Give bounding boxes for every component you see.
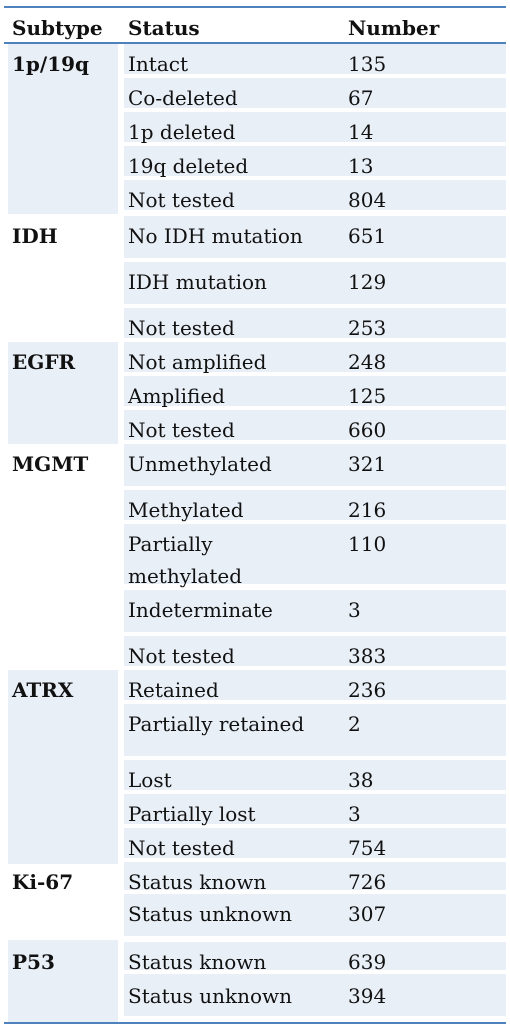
number-cell: 307: [348, 902, 387, 926]
group-name: EGFR: [12, 350, 76, 374]
status-cell: Partially lost: [128, 802, 256, 826]
row-band: [124, 146, 506, 176]
group-name: P53: [12, 950, 55, 974]
status-cell: Partially: [128, 532, 213, 556]
status-cell: Partially retained: [128, 712, 305, 736]
row-band: [124, 636, 506, 666]
status-cell: Lost: [128, 768, 172, 792]
number-cell: 135: [348, 52, 387, 76]
number-cell: 110: [348, 532, 387, 556]
number-cell: 394: [348, 984, 387, 1008]
table-bottom-rule: [4, 1022, 506, 1024]
row-band: [124, 490, 506, 520]
header-number: Number: [348, 16, 440, 40]
row-band: [124, 44, 506, 74]
number-cell: 321: [348, 452, 387, 476]
number-cell: 125: [348, 384, 387, 408]
row-band: [124, 760, 506, 790]
status-cell: Status unknown: [128, 902, 293, 926]
number-cell: 67: [348, 86, 374, 110]
row-band: [124, 862, 506, 890]
status-cell: Not tested: [128, 418, 235, 442]
status-cell: 19q deleted: [128, 154, 249, 178]
row-band: [124, 670, 506, 700]
header-subtype: Subtype: [12, 16, 103, 40]
header-top-rule: [4, 6, 506, 8]
row-band: [124, 704, 506, 756]
row-band: [124, 308, 506, 338]
group-name: IDH: [12, 224, 58, 248]
row-band: [124, 942, 506, 970]
number-cell: 248: [348, 350, 387, 374]
status-cell: Not tested: [128, 316, 235, 340]
number-cell: 13: [348, 154, 374, 178]
number-cell: 660: [348, 418, 387, 442]
number-cell: 651: [348, 224, 387, 248]
status-cell: Status known: [128, 950, 267, 974]
group-name: 1p/19q: [12, 52, 90, 76]
row-band: [124, 78, 506, 108]
row-band: [124, 590, 506, 632]
status-cell: Amplified: [128, 384, 225, 408]
number-cell: 216: [348, 498, 387, 522]
status-cell: Indeterminate: [128, 598, 273, 622]
number-cell: 639: [348, 950, 387, 974]
group-band: [8, 342, 118, 444]
number-cell: 3: [348, 802, 361, 826]
row-band: [124, 444, 506, 486]
number-cell: 129: [348, 270, 387, 294]
row-band: [124, 112, 506, 142]
status-cell: Not tested: [128, 836, 235, 860]
status-cell-continued: methylated: [128, 564, 243, 588]
row-band: [124, 376, 506, 406]
header-bottom-rule: [4, 42, 506, 44]
group-band: [8, 940, 118, 1022]
number-cell: 14: [348, 120, 374, 144]
number-cell: 236: [348, 678, 387, 702]
group-name: ATRX: [12, 678, 74, 702]
number-cell: 754: [348, 836, 387, 860]
number-cell: 2: [348, 712, 361, 736]
number-cell: 38: [348, 768, 374, 792]
number-cell: 804: [348, 188, 387, 212]
row-band: [124, 410, 506, 440]
group-band: [8, 670, 118, 864]
status-cell: Intact: [128, 52, 188, 76]
row-band: [124, 894, 506, 936]
status-cell: Status unknown: [128, 984, 293, 1008]
group-band: [8, 44, 118, 214]
status-cell: Not amplified: [128, 350, 267, 374]
row-band: [124, 828, 506, 858]
status-cell: IDH mutation: [128, 270, 267, 294]
row-band: [124, 216, 506, 258]
status-cell: Retained: [128, 678, 219, 702]
number-cell: 726: [348, 870, 387, 894]
number-cell: 383: [348, 644, 387, 668]
row-band: [124, 794, 506, 824]
row-band: [124, 342, 506, 372]
status-cell: Not tested: [128, 188, 235, 212]
row-band: [124, 262, 506, 304]
mutation-status-table: Subtype Status Number 1p/19q Intact 135 Co-del…: [4, 6, 506, 1024]
status-cell: No IDH mutation: [128, 224, 303, 248]
row-band: [124, 524, 506, 584]
status-cell: 1p deleted: [128, 120, 236, 144]
group-name: Ki-67: [12, 870, 74, 894]
status-cell: Unmethylated: [128, 452, 272, 476]
header-status: Status: [128, 16, 200, 40]
status-cell: Methylated: [128, 498, 244, 522]
status-cell: Co-deleted: [128, 86, 238, 110]
number-cell: 3: [348, 598, 361, 622]
status-cell: Status known: [128, 870, 267, 894]
row-band: [124, 974, 506, 1016]
group-name: MGMT: [12, 452, 89, 476]
row-band: [124, 180, 506, 210]
status-cell: Not tested: [128, 644, 235, 668]
number-cell: 253: [348, 316, 387, 340]
